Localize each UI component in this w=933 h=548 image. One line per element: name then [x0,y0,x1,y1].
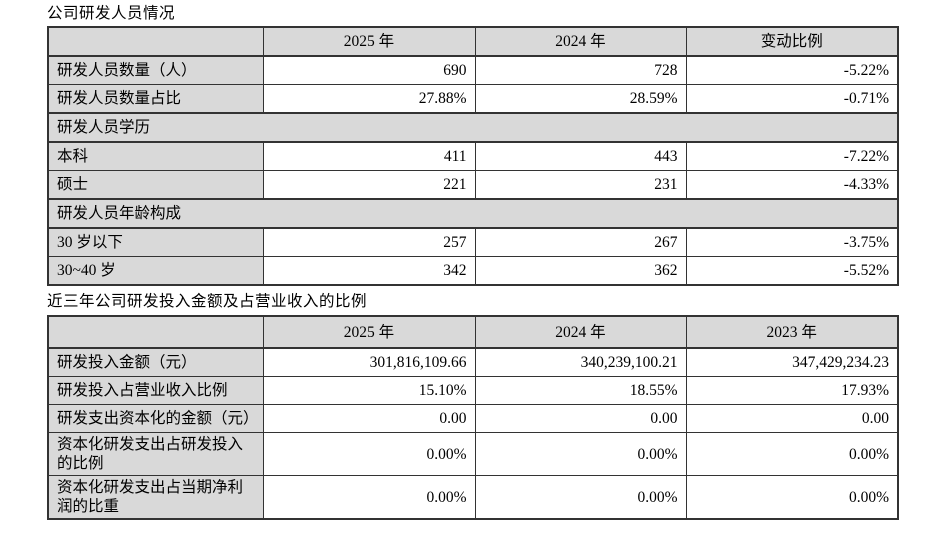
table-row-personnel-share: 研发人员数量占比 27.88% 28.59% -0.71% [47,84,899,114]
value-cell: 0.00 [474,404,687,433]
value-cell: -5.22% [685,55,899,85]
value-cell: 362 [474,256,687,286]
row-label: 本科 [47,141,264,171]
value-cell: 342 [262,256,476,286]
row-label: 研发支出资本化的金额（元） [47,404,264,433]
value-cell: 0.00% [685,432,899,476]
table-row-rd-revenue-ratio: 研发投入占营业收入比例 15.10% 18.55% 17.93% [47,376,899,405]
table2-header-year-2025: 2025 年 [262,315,476,349]
table-row-capitalized-profit-ratio: 资本化研发支出占当期净利润的比重 0.00% 0.00% 0.00% [47,475,899,520]
value-cell: 231 [474,170,687,200]
value-cell: 267 [474,227,687,257]
section-row-age: 研发人员年龄构成 [47,198,899,229]
value-cell: 0.00 [685,404,899,433]
value-cell: 0.00% [474,432,687,476]
value-cell: 18.55% [474,376,687,405]
rd-investment-table: 2025 年 2024 年 2023 年 研发投入金额（元） 301,816,1… [47,315,899,520]
section-label: 研发人员年龄构成 [47,198,899,229]
value-cell: 301,816,109.66 [262,347,476,377]
rd-personnel-table: 2025 年 2024 年 变动比例 研发人员数量（人） 690 728 -5.… [47,26,899,286]
value-cell: 28.59% [474,84,687,114]
value-cell: 0.00% [685,475,899,520]
value-cell: 728 [474,55,687,85]
table2-header-row: 2025 年 2024 年 2023 年 [47,315,899,349]
table1-header-year-2025: 2025 年 [262,26,476,57]
value-cell: 27.88% [262,84,476,114]
table2-header-year-2023: 2023 年 [685,315,899,349]
table-row-personnel-count: 研发人员数量（人） 690 728 -5.22% [47,55,899,85]
table-row-capitalized-rd-ratio: 资本化研发支出占研发投入的比例 0.00% 0.00% 0.00% [47,432,899,476]
table2-header-blank [47,315,264,349]
value-cell: 0.00% [262,475,476,520]
row-label: 研发投入金额（元） [47,347,264,377]
table2-title: 近三年公司研发投入金额及占营业收入的比例 [47,293,368,310]
value-cell: -7.22% [685,141,899,171]
table1-header-change-ratio: 变动比例 [685,26,899,57]
value-cell: -5.52% [685,256,899,286]
section-row-education: 研发人员学历 [47,112,899,143]
value-cell: 15.10% [262,376,476,405]
value-cell: -0.71% [685,84,899,114]
row-label: 研发投入占营业收入比例 [47,376,264,405]
row-label: 30 岁以下 [47,227,264,257]
table-row-capitalized-amount: 研发支出资本化的金额（元） 0.00 0.00 0.00 [47,404,899,433]
table-row-master: 硕士 221 231 -4.33% [47,170,899,200]
table-row-under-30: 30 岁以下 257 267 -3.75% [47,227,899,257]
value-cell: 221 [262,170,476,200]
table1-header-blank [47,26,264,57]
table1-title: 公司研发人员情况 [47,5,176,22]
value-cell: -4.33% [685,170,899,200]
row-label: 研发人员数量（人） [47,55,264,85]
table1-header-year-2024: 2024 年 [474,26,687,57]
table-row-30-to-40: 30~40 岁 342 362 -5.52% [47,256,899,286]
value-cell: 411 [262,141,476,171]
value-cell: -3.75% [685,227,899,257]
value-cell: 347,429,234.23 [685,347,899,377]
value-cell: 0.00% [262,432,476,476]
table1-header-row: 2025 年 2024 年 变动比例 [47,26,899,57]
row-label: 30~40 岁 [47,256,264,286]
value-cell: 443 [474,141,687,171]
value-cell: 257 [262,227,476,257]
value-cell: 340,239,100.21 [474,347,687,377]
section-label: 研发人员学历 [47,112,899,143]
value-cell: 690 [262,55,476,85]
row-label: 资本化研发支出占研发投入的比例 [47,432,264,476]
value-cell: 0.00% [474,475,687,520]
row-label: 硕士 [47,170,264,200]
value-cell: 0.00 [262,404,476,433]
value-cell: 17.93% [685,376,899,405]
table-row-rd-investment: 研发投入金额（元） 301,816,109.66 340,239,100.21 … [47,347,899,377]
table2-header-year-2024: 2024 年 [474,315,687,349]
table-row-bachelor: 本科 411 443 -7.22% [47,141,899,171]
row-label: 资本化研发支出占当期净利润的比重 [47,475,264,520]
row-label: 研发人员数量占比 [47,84,264,114]
